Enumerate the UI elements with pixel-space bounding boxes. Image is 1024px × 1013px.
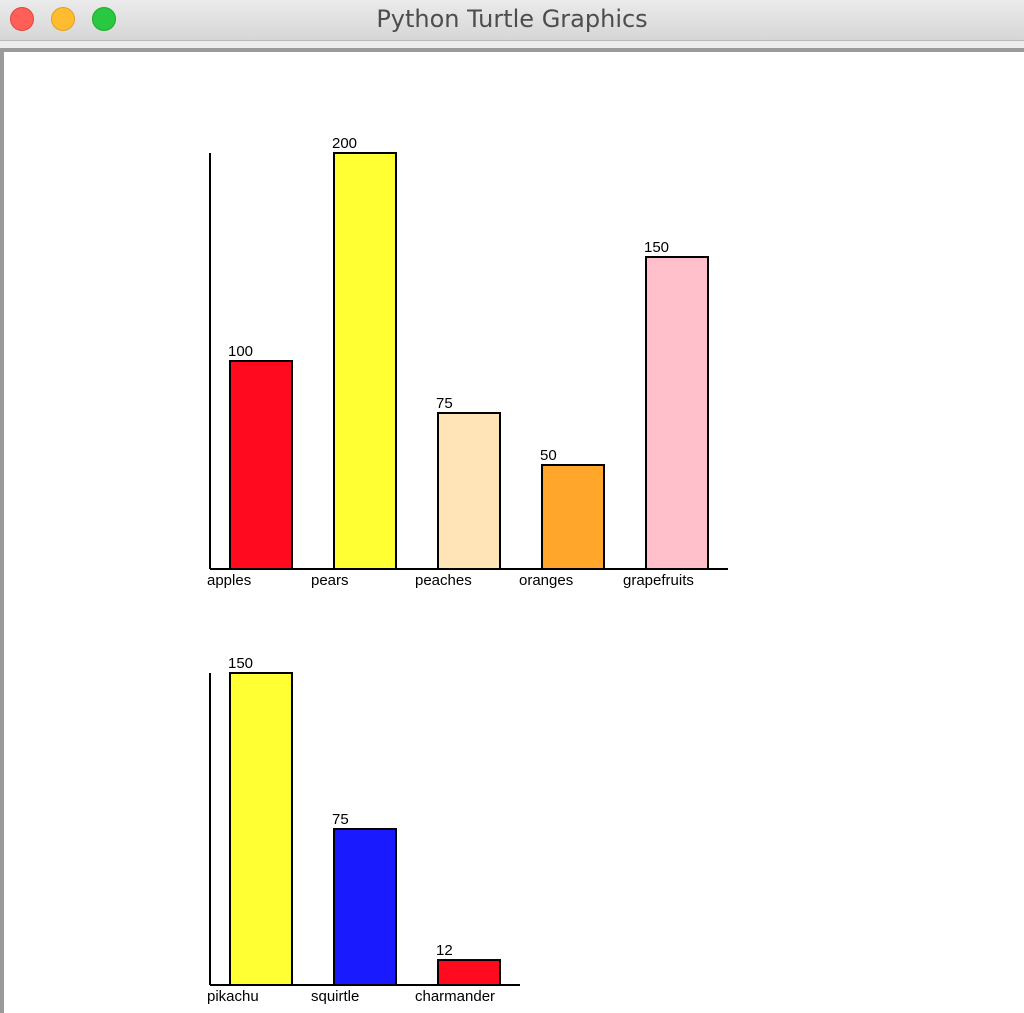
close-window-button[interactable] [10,7,34,31]
category-label-pears: pears [311,572,349,589]
bar-squirtle [333,828,397,986]
window-title: Python Turtle Graphics [376,5,648,33]
bar-grapefruits [645,256,709,570]
category-label-apples: apples [207,572,251,589]
canvas-frame: 100 apples 200 pears 75 peaches 50 oranges 150 gr… [0,48,1024,1013]
category-label-peaches: peaches [415,572,472,589]
zoom-window-button[interactable] [92,7,116,31]
data-label-pikachu: 150 [228,655,253,672]
data-label-oranges: 50 [540,447,557,464]
data-label-charmander: 12 [436,942,453,959]
data-label-grapefruits: 150 [644,239,669,256]
bar-charmander [437,959,501,986]
bar-oranges [541,464,605,570]
data-label-peaches: 75 [436,395,453,412]
category-label-grapefruits: grapefruits [623,572,694,589]
bar-apples [229,360,293,570]
bar-pears [333,152,397,570]
category-label-oranges: oranges [519,572,573,589]
data-label-squirtle: 75 [332,811,349,828]
category-label-squirtle: squirtle [311,988,359,1005]
turtle-canvas: 100 apples 200 pears 75 peaches 50 oranges 150 gr… [4,52,1024,1013]
category-label-charmander: charmander [415,988,495,1005]
bar-peaches [437,412,501,570]
data-label-pears: 200 [332,135,357,152]
category-label-pikachu: pikachu [207,988,259,1005]
bar-pikachu [229,672,293,986]
minimize-window-button[interactable] [51,7,75,31]
title-bar[interactable]: Python Turtle Graphics [0,0,1024,41]
data-label-apples: 100 [228,343,253,360]
